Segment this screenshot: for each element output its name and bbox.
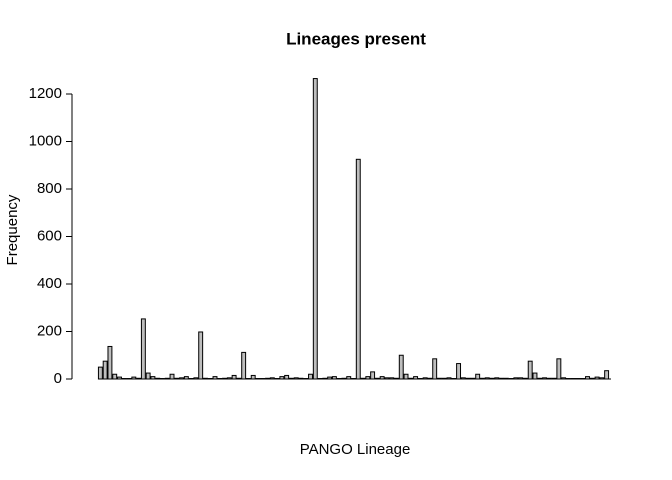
bar xyxy=(312,78,318,380)
chart-title: Lineages present xyxy=(286,29,426,48)
bar xyxy=(140,318,146,380)
bar xyxy=(456,363,462,380)
bar xyxy=(556,358,562,380)
y-tick-label: 800 xyxy=(37,180,62,197)
bar xyxy=(604,370,610,380)
x-axis-label: PANGO Lineage xyxy=(300,441,411,458)
bar xyxy=(250,374,256,380)
y-tick-label: 600 xyxy=(37,227,62,244)
bar xyxy=(532,372,538,380)
bar xyxy=(231,374,237,380)
bar xyxy=(398,354,404,380)
y-tick-label: 1200 xyxy=(29,85,62,102)
bar xyxy=(308,373,313,380)
y-tick-label: 0 xyxy=(54,370,62,387)
bar xyxy=(112,373,118,380)
bar xyxy=(107,345,113,380)
bar xyxy=(97,366,103,380)
bar xyxy=(432,358,438,380)
bar xyxy=(169,373,175,380)
y-tick-label: 200 xyxy=(37,322,62,339)
bar xyxy=(527,360,533,380)
bar xyxy=(241,351,247,380)
bar xyxy=(370,371,376,380)
bar xyxy=(198,331,204,380)
bar xyxy=(102,360,108,380)
y-tick-label: 1000 xyxy=(29,132,62,149)
bar xyxy=(145,372,151,380)
y-tick-label: 400 xyxy=(37,275,62,292)
bar xyxy=(475,373,481,380)
bar xyxy=(355,158,361,380)
y-axis-label: Frequency xyxy=(4,194,21,265)
bar xyxy=(403,373,409,380)
bar xyxy=(284,374,290,380)
